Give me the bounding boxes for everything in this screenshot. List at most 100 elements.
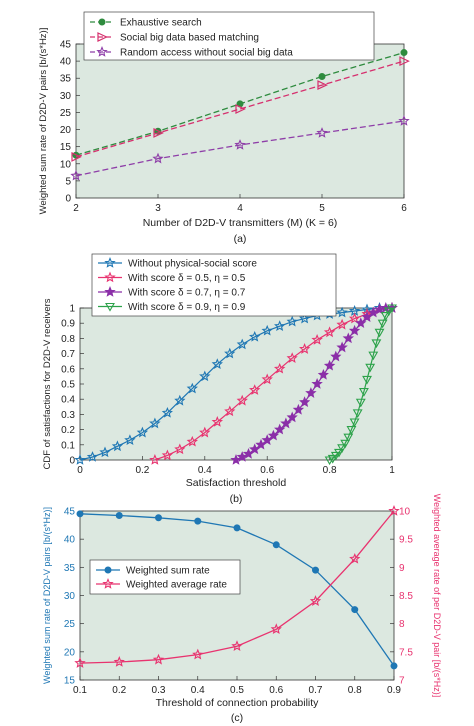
chart-b-legend-label: With score δ = 0.7, η = 0.7 bbox=[128, 288, 246, 299]
chart-b-series-3-point bbox=[273, 423, 286, 435]
chart-b-x-axis-label: Satisfaction threshold bbox=[186, 477, 287, 489]
chart-c-right-y-tick-label: 7 bbox=[399, 676, 405, 687]
chart-c-legend-marker bbox=[104, 566, 112, 574]
chart-a-plot-area bbox=[75, 43, 405, 199]
chart-b-series-4-point bbox=[349, 418, 360, 428]
chart-b-series-1-point bbox=[136, 426, 149, 438]
chart-c-plot-area bbox=[79, 510, 395, 681]
chart-b-series-3-point bbox=[230, 454, 242, 465]
chart-a-x-tick-label: 2 bbox=[73, 203, 79, 214]
chart-c-left-y-tick-label: 20 bbox=[64, 647, 76, 658]
chart-c-series-2-point bbox=[113, 656, 125, 667]
chart-b-legend bbox=[91, 253, 337, 317]
chart-a-y-tick-label: 35 bbox=[60, 74, 72, 85]
chart-a-y-tick-label: 20 bbox=[60, 125, 72, 136]
chart-a-y-tick-label: 15 bbox=[60, 142, 72, 153]
chart-b-series-4-point bbox=[352, 409, 363, 418]
chart-c-series-1-point bbox=[115, 512, 123, 520]
chart-b-series-4-point bbox=[327, 454, 338, 464]
chart-c-x-tick-label: 0.3 bbox=[152, 685, 166, 696]
chart-c-legend bbox=[89, 559, 241, 595]
chart-b-series-3-point bbox=[292, 403, 305, 415]
chart-b-series-2-point bbox=[336, 318, 348, 330]
chart-b-series-1-point bbox=[86, 451, 99, 462]
chart-b-x-tick-label: 1 bbox=[389, 465, 395, 476]
chart-c-right-y-tick-label: 8.5 bbox=[399, 591, 413, 602]
chart-a-y-axis-label: Weighted sum rate of D2D-V pairs [b/(s*H… bbox=[38, 28, 49, 215]
chart-b-series-3-point bbox=[367, 306, 379, 318]
chart-b-series-1-point bbox=[299, 312, 311, 324]
chart-b-series-4-point bbox=[358, 388, 369, 397]
chart-c-x-tick-label: 0.4 bbox=[191, 685, 205, 696]
chart-c-left-y-tick-label: 35 bbox=[64, 563, 76, 574]
chart-c-series-1-point bbox=[351, 606, 359, 614]
chart-c-series-2-point bbox=[192, 648, 204, 660]
chart-c-series-2-point bbox=[270, 623, 282, 635]
chart-b-series-1-point bbox=[124, 434, 136, 446]
chart-a-y-tick-label: 25 bbox=[60, 108, 72, 119]
chart-b-y-tick-label: 0 bbox=[69, 456, 75, 467]
chart-c-legend-label: Weighted average rate bbox=[126, 580, 227, 591]
chart-b-series-1-point bbox=[286, 315, 298, 327]
chart-c-right-y-axis-label: Weighted average rate of per D2D-V pair … bbox=[432, 494, 442, 697]
chart-b-series-3-point bbox=[299, 396, 311, 408]
chart-b-series-1-point bbox=[236, 338, 248, 350]
chart-b-series-4-point bbox=[343, 433, 354, 443]
chart-c-series-2-point bbox=[309, 595, 322, 606]
chart-a-y-tick-label: 5 bbox=[65, 176, 71, 187]
chart-c-series-1-point bbox=[390, 662, 398, 670]
chart-b-series-1-point bbox=[161, 407, 173, 418]
chart-b-caption: (b) bbox=[230, 493, 243, 505]
chart-b-series-2-point bbox=[224, 405, 236, 417]
chart-a-x-axis-label: Number of D2D-V transmitters (M) (K = 6) bbox=[143, 217, 338, 229]
chart-c-series-2-point bbox=[388, 505, 400, 516]
chart-b-series-3-point bbox=[311, 378, 323, 389]
chart-b-series-1-point bbox=[74, 454, 86, 465]
chart-c-x-tick-label: 0.7 bbox=[309, 685, 323, 696]
chart-a-x-tick-label: 5 bbox=[319, 203, 325, 214]
chart-c-right-y-tick-label: 9.5 bbox=[399, 535, 413, 546]
chart-c-series-2-point bbox=[231, 640, 243, 651]
chart-b-series-2-point bbox=[261, 373, 273, 385]
chart-b-y-tick-label: 0.7 bbox=[61, 349, 75, 360]
chart-b-legend-label: Without physical-social score bbox=[128, 259, 257, 270]
chart-b-legend-marker bbox=[105, 302, 115, 312]
chart-b-series-4-point bbox=[377, 319, 388, 329]
chart-a-series-1-point bbox=[400, 49, 408, 57]
chart-c-series-1-point bbox=[76, 510, 84, 518]
chart-c-left-y-tick-label: 30 bbox=[64, 591, 76, 602]
chart-a-series-line-3 bbox=[75, 120, 405, 177]
chart-a-caption: (a) bbox=[234, 233, 247, 245]
chart-c-x-tick-label: 0.8 bbox=[348, 685, 362, 696]
chart-a-series-3-point bbox=[398, 115, 410, 126]
chart-a-series-1-point bbox=[318, 73, 326, 81]
chart-a-legend-marker bbox=[97, 32, 108, 42]
chart-b-series-1-point bbox=[211, 358, 223, 370]
chart-c-right-y-tick-label: 8 bbox=[399, 619, 405, 630]
chart-a-legend-marker bbox=[98, 18, 106, 26]
chart-b-y-tick-label: 0.5 bbox=[61, 380, 75, 391]
chart-c-right-y-tick-label: 10 bbox=[399, 507, 411, 518]
chart-b-series-3-point bbox=[336, 341, 348, 353]
chart-b-y-tick-label: 0.6 bbox=[61, 364, 75, 375]
chart-a-legend-marker bbox=[96, 46, 108, 57]
chart-b-legend-label: With score δ = 0.5, η = 0.5 bbox=[128, 273, 246, 284]
chart-c-series-2-point bbox=[74, 657, 86, 668]
chart-b-series-2-point bbox=[149, 454, 161, 465]
chart-c-series-2-point bbox=[152, 653, 165, 665]
chart-a-series-3-point bbox=[152, 152, 164, 164]
chart-a-legend-label: Random access without social big data bbox=[120, 48, 293, 59]
chart-c-series-1-point bbox=[312, 566, 319, 574]
chart-c-right-y-tick-label: 7.5 bbox=[399, 647, 413, 658]
chart-c-series-1-point bbox=[272, 541, 280, 549]
chart-b-series-2-point bbox=[273, 362, 286, 374]
chart-a-series-3-point bbox=[316, 127, 328, 138]
chart-b-series-3-point bbox=[236, 451, 248, 462]
chart-b-series-2-point bbox=[174, 443, 186, 455]
chart-b-x-tick-label: 0 bbox=[77, 465, 83, 476]
chart-a-x-tick-label: 3 bbox=[155, 203, 161, 214]
chart-b-series-1-point bbox=[99, 446, 111, 458]
chart-b-x-tick-label: 0.2 bbox=[135, 465, 149, 476]
chart-b-series-1-point bbox=[186, 382, 198, 394]
